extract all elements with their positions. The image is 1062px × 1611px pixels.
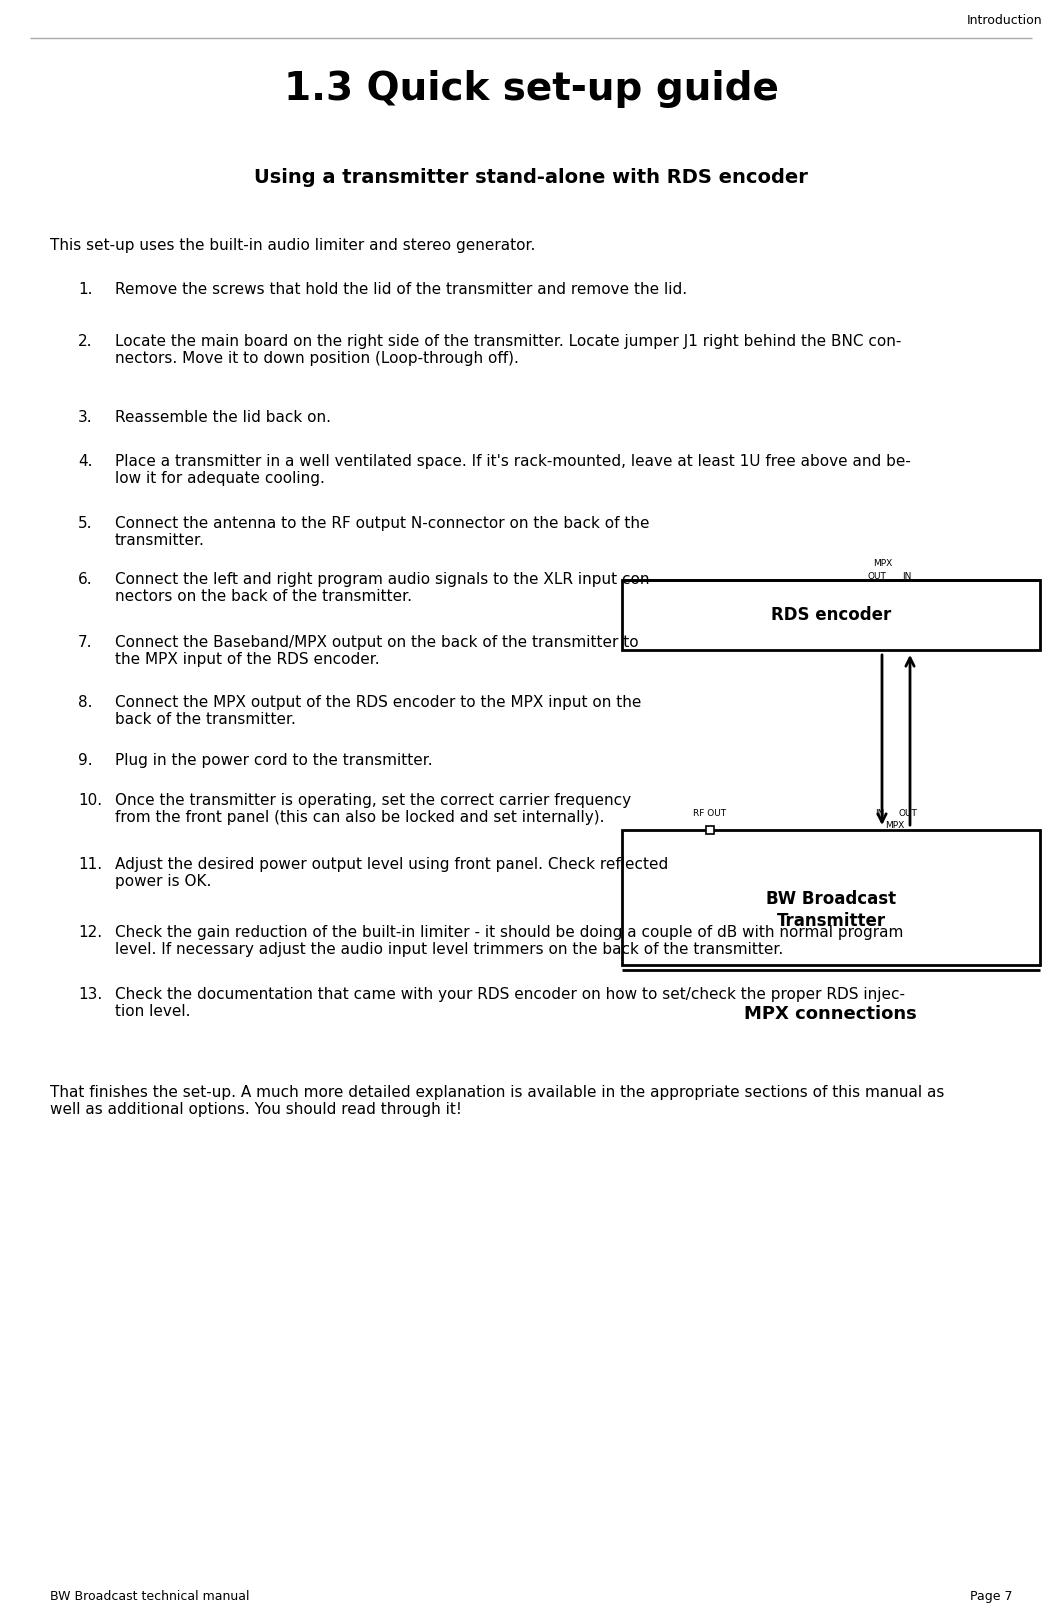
Text: Connect the MPX output of the RDS encoder to the MPX input on the
back of the tr: Connect the MPX output of the RDS encode… — [115, 694, 641, 728]
Text: Check the documentation that came with your RDS encoder on how to set/check the : Check the documentation that came with y… — [115, 988, 905, 1020]
Text: Check the gain reduction of the built-in limiter - it should be doing a couple o: Check the gain reduction of the built-in… — [115, 925, 904, 957]
Text: Adjust the desired power output level using front panel. Check reflected
power i: Adjust the desired power output level us… — [115, 857, 668, 889]
Text: That finishes the set-up. A much more detailed explanation is available in the a: That finishes the set-up. A much more de… — [50, 1084, 944, 1118]
Bar — [622, 580, 1040, 649]
Text: Remove the screws that hold the lid of the transmitter and remove the lid.: Remove the screws that hold the lid of t… — [115, 282, 687, 296]
Text: Transmitter: Transmitter — [776, 912, 886, 930]
Text: 8.: 8. — [78, 694, 92, 710]
Bar — [706, 826, 714, 834]
Text: Page 7: Page 7 — [970, 1590, 1012, 1603]
Text: RDS encoder: RDS encoder — [771, 606, 891, 623]
Text: 11.: 11. — [78, 857, 102, 872]
Text: MPX: MPX — [873, 559, 893, 569]
Text: 13.: 13. — [78, 988, 102, 1002]
Text: 1.: 1. — [78, 282, 92, 296]
Text: 2.: 2. — [78, 333, 92, 350]
Text: Reassemble the lid back on.: Reassemble the lid back on. — [115, 411, 331, 425]
Text: Plug in the power cord to the transmitter.: Plug in the power cord to the transmitte… — [115, 752, 432, 768]
Text: 7.: 7. — [78, 635, 92, 649]
Text: RF OUT: RF OUT — [693, 809, 726, 818]
Text: 10.: 10. — [78, 793, 102, 809]
Text: Place a transmitter in a well ventilated space. If it's rack-mounted, leave at l: Place a transmitter in a well ventilated… — [115, 454, 911, 487]
Text: 3.: 3. — [78, 411, 92, 425]
Text: Introduction: Introduction — [966, 14, 1042, 27]
Text: 1.3 Quick set-up guide: 1.3 Quick set-up guide — [284, 69, 778, 108]
Text: 9.: 9. — [78, 752, 92, 768]
Text: Connect the Baseband/MPX output on the back of the transmitter to
the MPX input : Connect the Baseband/MPX output on the b… — [115, 635, 638, 667]
Text: Connect the left and right program audio signals to the XLR input con-
nectors o: Connect the left and right program audio… — [115, 572, 655, 604]
Text: Using a transmitter stand-alone with RDS encoder: Using a transmitter stand-alone with RDS… — [254, 168, 808, 187]
Text: BW Broadcast technical manual: BW Broadcast technical manual — [50, 1590, 250, 1603]
Text: IN: IN — [903, 572, 911, 582]
Text: 12.: 12. — [78, 925, 102, 939]
Text: MPX connections: MPX connections — [743, 1005, 917, 1023]
Text: Connect the antenna to the RF output N-connector on the back of the
transmitter.: Connect the antenna to the RF output N-c… — [115, 516, 650, 548]
Text: 5.: 5. — [78, 516, 92, 532]
Text: IN: IN — [875, 809, 885, 818]
Text: Locate the main board on the right side of the transmitter. Locate jumper J1 rig: Locate the main board on the right side … — [115, 333, 902, 366]
Text: OUT: OUT — [898, 809, 918, 818]
Text: 6.: 6. — [78, 572, 92, 586]
Text: MPX: MPX — [886, 822, 905, 830]
Text: This set-up uses the built-in audio limiter and stereo generator.: This set-up uses the built-in audio limi… — [50, 238, 535, 253]
Bar — [622, 830, 1040, 965]
Text: Once the transmitter is operating, set the correct carrier frequency
from the fr: Once the transmitter is operating, set t… — [115, 793, 631, 825]
Text: 4.: 4. — [78, 454, 92, 469]
Text: OUT: OUT — [868, 572, 887, 582]
Text: BW Broadcast: BW Broadcast — [766, 889, 896, 907]
